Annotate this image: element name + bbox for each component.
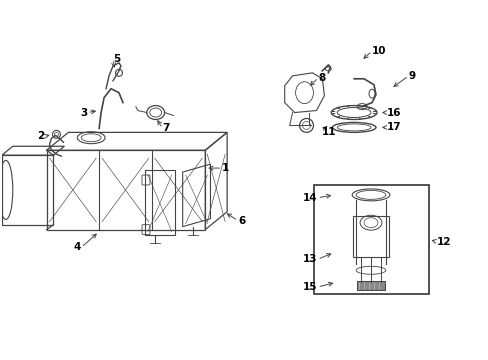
Text: 9: 9	[408, 71, 415, 81]
Bar	[352, 216, 388, 257]
Text: 7: 7	[163, 123, 170, 134]
Text: 2: 2	[37, 131, 44, 141]
Text: 13: 13	[302, 255, 317, 264]
Bar	[314, 185, 427, 294]
Text: 3: 3	[80, 108, 87, 117]
Text: 15: 15	[302, 282, 317, 292]
Text: 6: 6	[238, 216, 245, 226]
Text: 16: 16	[386, 108, 401, 117]
Text: 1: 1	[222, 163, 229, 173]
Bar	[356, 281, 384, 290]
Text: 12: 12	[436, 237, 450, 247]
Text: 11: 11	[321, 127, 335, 138]
Text: 4: 4	[74, 243, 81, 252]
Text: 14: 14	[302, 193, 317, 203]
Text: 17: 17	[386, 122, 401, 132]
Text: 8: 8	[318, 73, 325, 83]
Text: 5: 5	[113, 54, 120, 64]
Text: 10: 10	[371, 46, 386, 56]
